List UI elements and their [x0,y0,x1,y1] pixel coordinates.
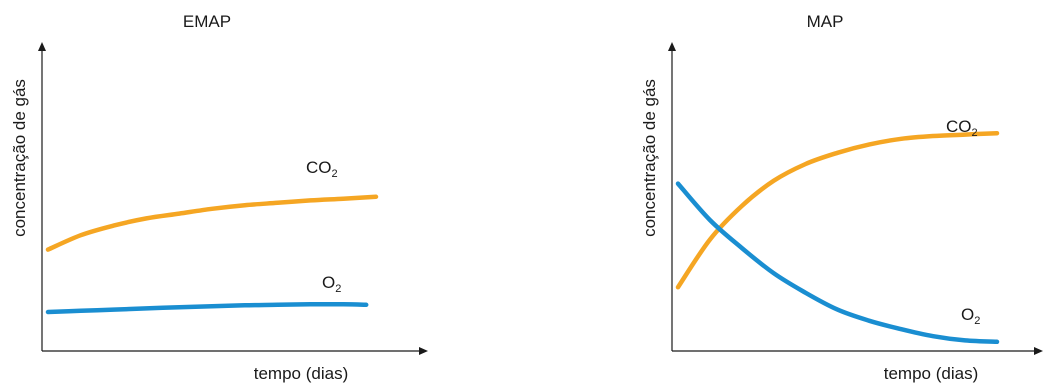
series-label-o2: O2 [961,305,980,327]
series-subscript: 2 [335,283,342,295]
series-name: CO [946,117,972,136]
y-axis-label: concentração de gás [10,79,29,237]
chart-emap: EMAP concentração de gás tempo (dias) CO… [0,0,445,388]
chart-map: MAP concentração de gás tempo (dias) CO2… [630,0,1045,388]
x-axis-label: tempo (dias) [253,364,349,383]
series-subscript: 2 [971,127,978,139]
series-name: O [961,305,975,324]
chart-map-plot [668,42,1043,355]
series-line-o2 [675,181,1000,345]
series-name: O [322,273,336,292]
chart-emap-plot [38,42,428,355]
series-label-co2: CO2 [306,158,338,180]
series-label-co2: CO2 [946,117,978,139]
chart-title: MAP [806,12,844,31]
x-axis-arrow [419,347,428,355]
y-axis-arrow [38,42,46,51]
y-axis-label: concentração de gás [640,79,659,237]
series-line-co2 [45,194,379,252]
series-name: CO [306,158,332,177]
x-axis-arrow [1034,347,1043,355]
x-axis-label: tempo (dias) [883,364,979,383]
series-subscript: 2 [331,168,338,180]
series-label-o2: O2 [322,273,341,295]
chart-title: EMAP [182,12,232,31]
y-axis-arrow [668,42,676,51]
series-line-co2 [675,130,1000,290]
series-line-o2 [45,301,369,315]
series-subscript: 2 [974,315,981,327]
